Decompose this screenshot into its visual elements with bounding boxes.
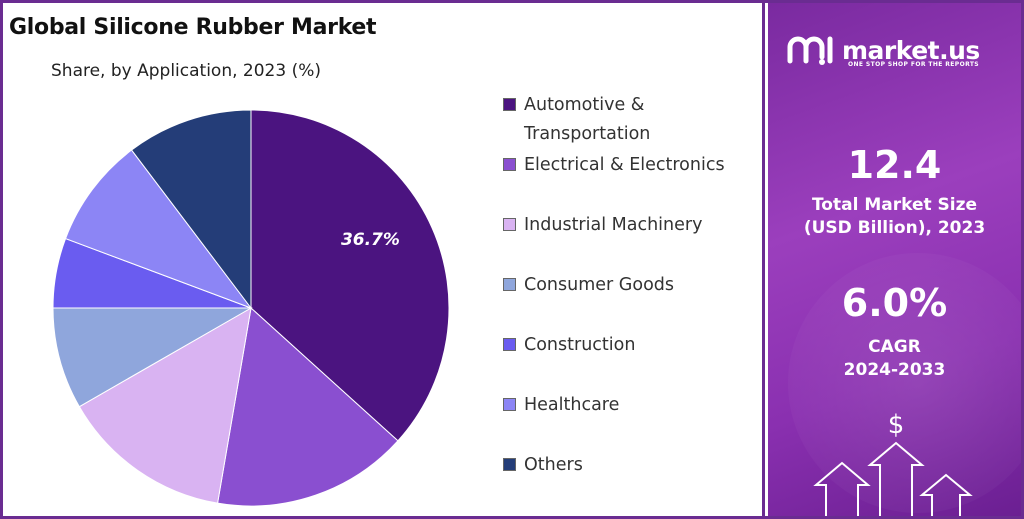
legend-swatch [503,338,516,351]
market-size-label-line2: (USD Billion), 2023 [803,218,986,238]
pie-chart: 36.7% [52,109,450,507]
summary-panel: market.us ONE STOP SHOP FOR THE REPORTS … [768,3,1021,516]
chart-subtitle: Share, by Application, 2023 (%) [51,61,321,81]
market-size-label-line1: Total Market Size [811,195,978,215]
legend-swatch [503,458,516,471]
pie-slice-industrial-machinery [78,307,252,504]
legend-swatch [503,398,516,411]
data-label: 36.7% [341,230,400,250]
legend-label: Industrial Machinery [524,215,703,235]
legend-item: Construction [503,331,754,360]
pie-slice-electrical-electronics [216,307,399,507]
legend-item: Consumer Goods [503,271,754,300]
cagr-label-line1: CAGR [868,337,921,357]
brand-tagline: ONE STOP SHOP FOR THE REPORTS [848,61,980,68]
dollar-sign-icon: $ [888,410,905,440]
chart-panel: Global Silicone Rubber Market Share, by … [3,3,765,516]
pie-slice-consumer-goods [52,307,253,408]
legend-swatch [503,278,516,291]
legend-swatch [503,158,516,171]
cagr-label-line2: 2024-2033 [843,360,946,380]
legend-label: Others [524,455,583,475]
legend-label: Consumer Goods [524,275,674,295]
pie-slice-others [130,109,252,310]
legend-label: Healthcare [524,395,620,415]
legend-label: Electrical & Electronics [524,155,725,175]
legend-item: Healthcare [503,391,754,420]
cagr-value: 6.0% [841,281,948,325]
brand-logo: market.us [786,33,980,67]
legend-item: Others [503,451,754,480]
legend-item: Industrial Machinery [503,211,754,240]
market-us-logo-icon [787,36,833,65]
legend-item: Automotive & Transportation [503,91,754,149]
growth-arrows-icon: $ [813,410,973,516]
chart-title: Global Silicone Rubber Market [9,15,377,40]
legend-label: Construction [524,335,636,355]
legend-swatch [503,218,516,231]
pie-slice-automotive-transportation [250,109,450,442]
legend-swatch [503,98,516,111]
market-size-value: 12.4 [847,143,942,187]
legend-label: Automotive & Transportation [524,95,651,144]
legend-item: Electrical & Electronics [503,151,754,180]
pie-slice-healthcare [64,149,253,310]
background-decoration [788,253,1021,513]
brand-name: market.us [842,35,980,65]
